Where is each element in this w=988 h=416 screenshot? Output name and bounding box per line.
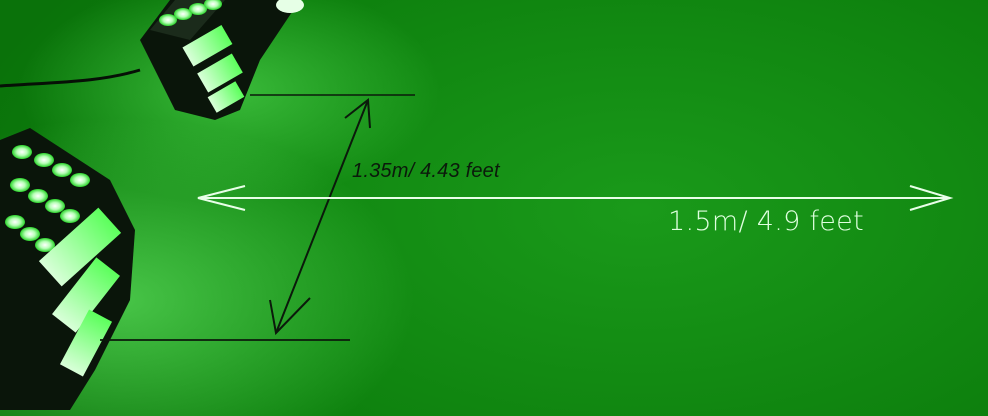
vertical-arrow-head-top (344, 98, 371, 129)
vertical-distance-label: 1.35m/ 4.43 feet (352, 160, 500, 182)
horizontal-arrow-head-right (909, 185, 954, 211)
horizontal-arrow-head-left (197, 185, 246, 211)
vertical-measurement (100, 94, 415, 341)
led-fixture-bottom (0, 128, 135, 410)
horizontal-distance-label: 1.5m/ 4.9 feet (668, 206, 864, 237)
vertical-arrow-head-bottom (269, 297, 311, 336)
led-fixture-top (0, 0, 304, 120)
vertical-arrow-line (275, 99, 369, 334)
horizontal-measurement (197, 185, 954, 211)
